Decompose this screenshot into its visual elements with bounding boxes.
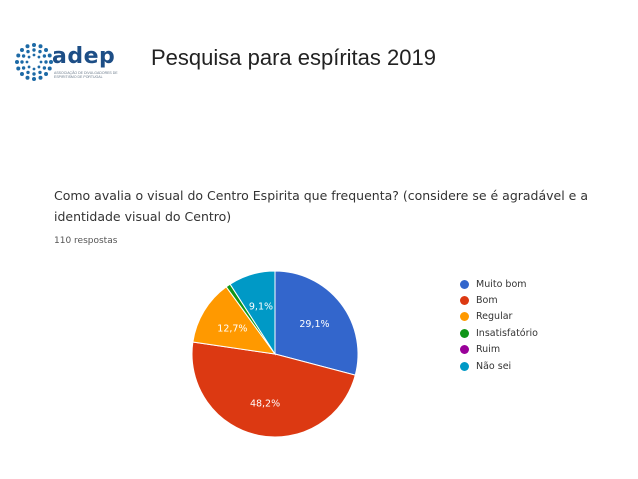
slice-label-muito-bom: 29,1% (299, 319, 329, 330)
legend-swatch (460, 345, 469, 355)
pie-slice-bom (191, 341, 356, 438)
legend-item-insatisfatorio: Insatisfatório (460, 325, 538, 341)
legend-item-ruim: Ruim (460, 342, 538, 358)
legend-label: Regular (476, 311, 513, 323)
chart-title: Como avalia o visual do Centro Espirita … (54, 188, 589, 224)
pie-slice-nao-sei (229, 270, 276, 356)
slice-label-nao-sei: 9,1% (249, 302, 273, 313)
legend-swatch (460, 361, 469, 371)
logo-subtext: Associação de Divulgadores de Espiritism… (54, 71, 118, 79)
legend-label: Insatisfatório (476, 327, 538, 339)
slice-label-regular: 12,7% (217, 324, 247, 335)
legend-label: Ruim (476, 344, 501, 356)
legend-label: Não sei (476, 360, 512, 372)
legend-item-muito-bom: Muito bom (460, 276, 538, 292)
legend-label: Muito bom (476, 278, 527, 290)
legend-swatch (460, 296, 469, 306)
chart-legend: Muito bom Bom Regular Insatisfatório Ruim Não… (460, 276, 538, 374)
legend-swatch (460, 279, 469, 289)
legend-item-regular: Regular (460, 309, 538, 325)
legend-label: Bom (476, 295, 498, 307)
slice-label-bom: 48,2% (250, 398, 280, 409)
logo-text: adep (52, 44, 116, 69)
legend-item-bom: Bom (460, 292, 538, 308)
legend-swatch (460, 328, 469, 338)
slide-title: Pesquisa para espíritas 2019 (151, 45, 436, 70)
legend-swatch (460, 312, 469, 322)
pie-slice-muito-bom (274, 270, 359, 376)
pie-slice-regular (192, 286, 277, 355)
legend-item-nao-sei: Não sei (460, 358, 538, 374)
pie-chart: 29,1% 48,2% 12,7%9,1% (191, 270, 359, 438)
response-count: 110 respostas (54, 236, 118, 246)
adep-logo-icon (15, 43, 53, 81)
